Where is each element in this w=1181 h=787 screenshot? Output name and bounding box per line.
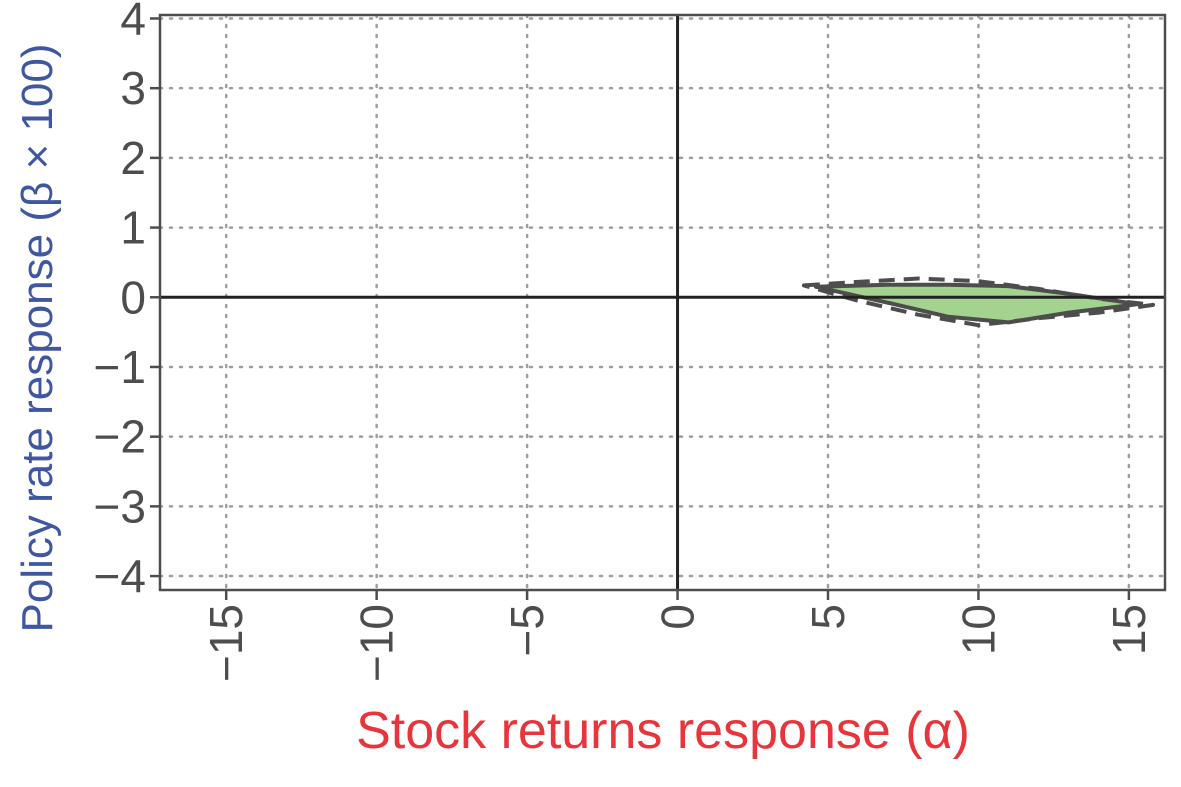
y-tick-label: 4 [120, 0, 146, 44]
y-tick-label: 0 [120, 271, 146, 323]
x-tick-label: 5 [802, 604, 854, 630]
region-solid-boundary [814, 282, 1140, 325]
reference-lines [160, 15, 1165, 590]
x-tick-label: 0 [652, 604, 704, 630]
y-tick-label: −4 [94, 550, 146, 602]
y-tick-label: 2 [120, 132, 146, 184]
x-tick-label: −15 [200, 604, 252, 682]
x-tick-labels: −15 −10 −5 0 5 10 15 [200, 590, 1155, 682]
x-tick-label: 15 [1103, 604, 1155, 655]
y-tick-label: 3 [120, 62, 146, 114]
y-tick-label: −1 [94, 341, 146, 393]
y-tick-label: −3 [94, 480, 146, 532]
region-dashed-boundary [801, 276, 1155, 328]
x-tick-label: −5 [501, 604, 553, 656]
x-tick-label: 10 [952, 604, 1004, 655]
plot-frame [158, 13, 1167, 592]
y-tick-labels: −4 −3 −2 −1 0 1 2 3 4 [94, 0, 160, 602]
x-axis-label: Stock returns response (α) [356, 702, 970, 760]
x-tick-label: −10 [351, 604, 403, 682]
y-tick-label: −2 [94, 411, 146, 463]
response-region [801, 276, 1155, 328]
y-tick-label: 1 [120, 202, 146, 254]
y-axis-label: Policy rate response (β × 100) [13, 43, 62, 632]
